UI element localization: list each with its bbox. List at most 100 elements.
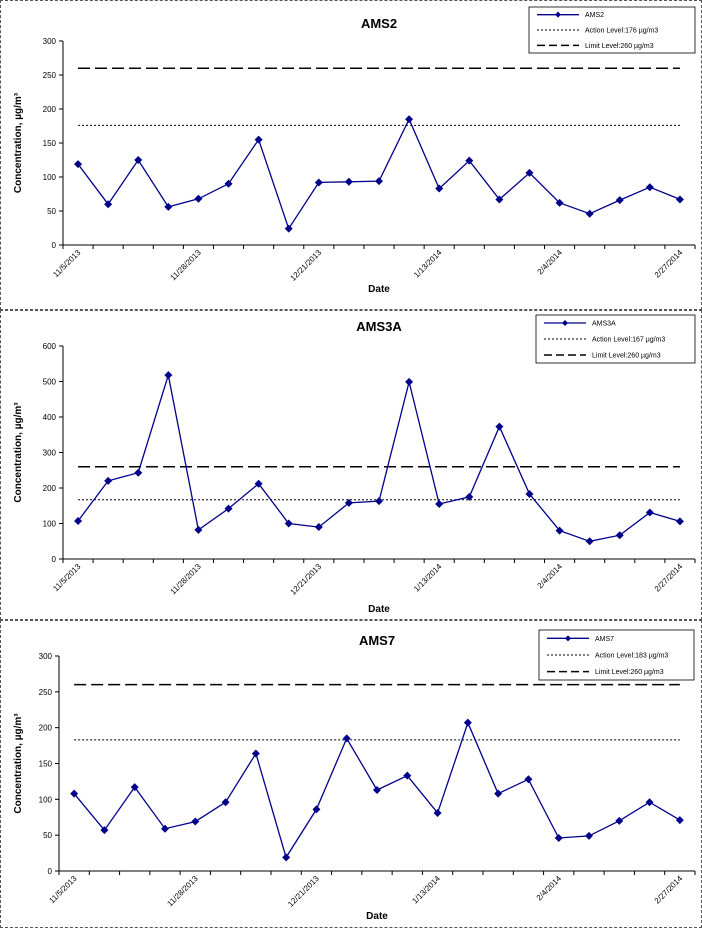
data-point-marker <box>74 517 83 526</box>
data-point-marker <box>314 523 323 532</box>
data-point-marker <box>465 156 474 165</box>
data-point-marker <box>615 816 624 825</box>
y-tick-label: 0 <box>48 867 53 876</box>
chart-panel-ams2: AMS2 0 50 100 150 200 250 300 11/5/2013 11/28/201… <box>0 0 702 310</box>
y-tick-label: 500 <box>43 378 57 387</box>
data-point-marker <box>194 525 203 534</box>
y-tick-label: 600 <box>43 342 57 351</box>
y-tick-label: 300 <box>39 652 53 661</box>
data-point-marker <box>134 468 143 477</box>
data-point-marker <box>495 422 504 431</box>
y-tick-label: 100 <box>39 795 53 804</box>
data-point-marker <box>675 517 684 526</box>
data-point-marker <box>524 775 533 784</box>
legend-swatch-marker <box>565 635 571 642</box>
data-point-marker <box>312 805 321 814</box>
x-tick-label: 11/5/2013 <box>51 562 82 593</box>
x-tick-label: 1/13/2014 <box>412 562 444 594</box>
chart-ams2: AMS2 0 50 100 150 200 250 300 11/5/2013 11/28/201… <box>13 6 696 295</box>
y-axis-title: Concentration, µg/m³ <box>13 402 24 503</box>
data-point-marker <box>134 156 143 164</box>
data-point-marker <box>100 826 109 835</box>
data-point-marker <box>675 195 684 204</box>
x-tick-label: 2/4/2014 <box>535 874 564 903</box>
chart-panel-ams7: AMS7 0 50 100 150 200 250 300 11/5/2013 11/28/201… <box>0 620 702 928</box>
data-point-marker <box>191 817 200 826</box>
data-point-marker <box>74 160 83 169</box>
data-point-marker <box>130 783 139 792</box>
legend-label: AMS7 <box>595 636 614 643</box>
data-point-marker <box>373 786 381 795</box>
data-point-marker <box>525 490 534 499</box>
legend-swatch-marker <box>562 320 568 326</box>
data-point-marker <box>161 824 169 833</box>
x-tick-label: 11/28/2013 <box>169 248 204 283</box>
legend-swatch-marker <box>555 11 561 18</box>
data-point-marker <box>405 377 414 386</box>
data-point-marker <box>463 718 472 727</box>
data-point-marker <box>224 179 233 188</box>
legend-label: Action Level:183 µg/m3 <box>595 653 668 660</box>
data-point-marker <box>221 798 230 807</box>
x-tick-label: 2/27/2014 <box>653 874 685 906</box>
chart-title: AMS2 <box>361 16 397 31</box>
y-tick-label: 400 <box>43 413 57 422</box>
chart-ams3a: AMS3A 0 100 200 300 400 500 600 11/5/2013 11/28/2… <box>13 314 696 615</box>
y-tick-label: 50 <box>47 207 56 216</box>
data-point-marker <box>585 831 593 840</box>
data-point-marker <box>164 371 173 380</box>
data-point-marker <box>224 504 233 513</box>
data-point-marker <box>104 476 113 485</box>
data-point-marker <box>314 178 323 187</box>
y-tick-label: 250 <box>43 71 57 80</box>
y-tick-label: 200 <box>43 105 57 114</box>
data-point-marker <box>615 531 624 540</box>
data-point-marker <box>254 479 263 488</box>
data-point-marker <box>164 202 173 211</box>
y-tick-label: 50 <box>43 831 52 840</box>
series-line <box>77 374 681 542</box>
legend-label: AMS2 <box>585 12 604 19</box>
chart-panel-ams3a: AMS3A 0 100 200 300 400 500 600 11/5/2013 11/28/2… <box>0 310 702 620</box>
legend-label: AMS3A <box>592 321 616 328</box>
x-tick-label: 1/13/2014 <box>412 248 444 280</box>
chart-title: AMS3A <box>356 319 402 334</box>
data-point-marker <box>585 537 594 546</box>
y-tick-label: 100 <box>43 520 57 529</box>
data-point-marker <box>405 115 414 124</box>
y-tick-label: 150 <box>39 760 53 769</box>
x-tick-label: 11/5/2013 <box>47 874 78 905</box>
y-tick-label: 200 <box>39 724 53 733</box>
legend-label: Action Level:167 µg/m3 <box>592 337 665 344</box>
x-axis-title: Date <box>366 911 388 922</box>
data-point-marker <box>554 834 563 843</box>
y-tick-label: 200 <box>43 484 57 493</box>
data-point-marker <box>585 209 594 218</box>
x-tick-label: 11/28/2013 <box>169 562 204 597</box>
data-point-marker <box>375 497 383 506</box>
x-tick-label: 12/21/2013 <box>286 874 321 909</box>
chart-ams7: AMS7 0 50 100 150 200 250 300 11/5/2013 11/28/201… <box>13 629 696 922</box>
data-point-marker <box>615 196 624 205</box>
y-tick-label: 0 <box>52 241 57 250</box>
legend-label: Limit Level:260 µg/m3 <box>592 353 661 360</box>
y-tick-label: 150 <box>43 139 57 148</box>
x-axis-title: Date <box>368 604 390 615</box>
data-point-marker <box>70 789 79 798</box>
data-point-marker <box>254 135 263 144</box>
x-tick-label: 11/5/2013 <box>51 248 82 279</box>
data-point-marker <box>675 816 684 825</box>
y-tick-label: 0 <box>52 555 57 564</box>
x-tick-label: 2/27/2014 <box>653 248 685 280</box>
y-axis-title: Concentration, µg/m³ <box>13 92 24 193</box>
data-point-marker <box>435 184 444 193</box>
data-point-marker <box>645 798 654 807</box>
chart-title: AMS7 <box>359 633 395 648</box>
x-tick-label: 2/27/2014 <box>653 562 685 594</box>
y-tick-label: 100 <box>43 173 57 182</box>
y-axis-title: Concentration, µg/m³ <box>13 713 24 814</box>
y-tick-label: 300 <box>43 449 57 458</box>
data-point-marker <box>555 526 564 535</box>
data-point-marker <box>494 789 503 798</box>
data-point-marker <box>555 198 564 207</box>
